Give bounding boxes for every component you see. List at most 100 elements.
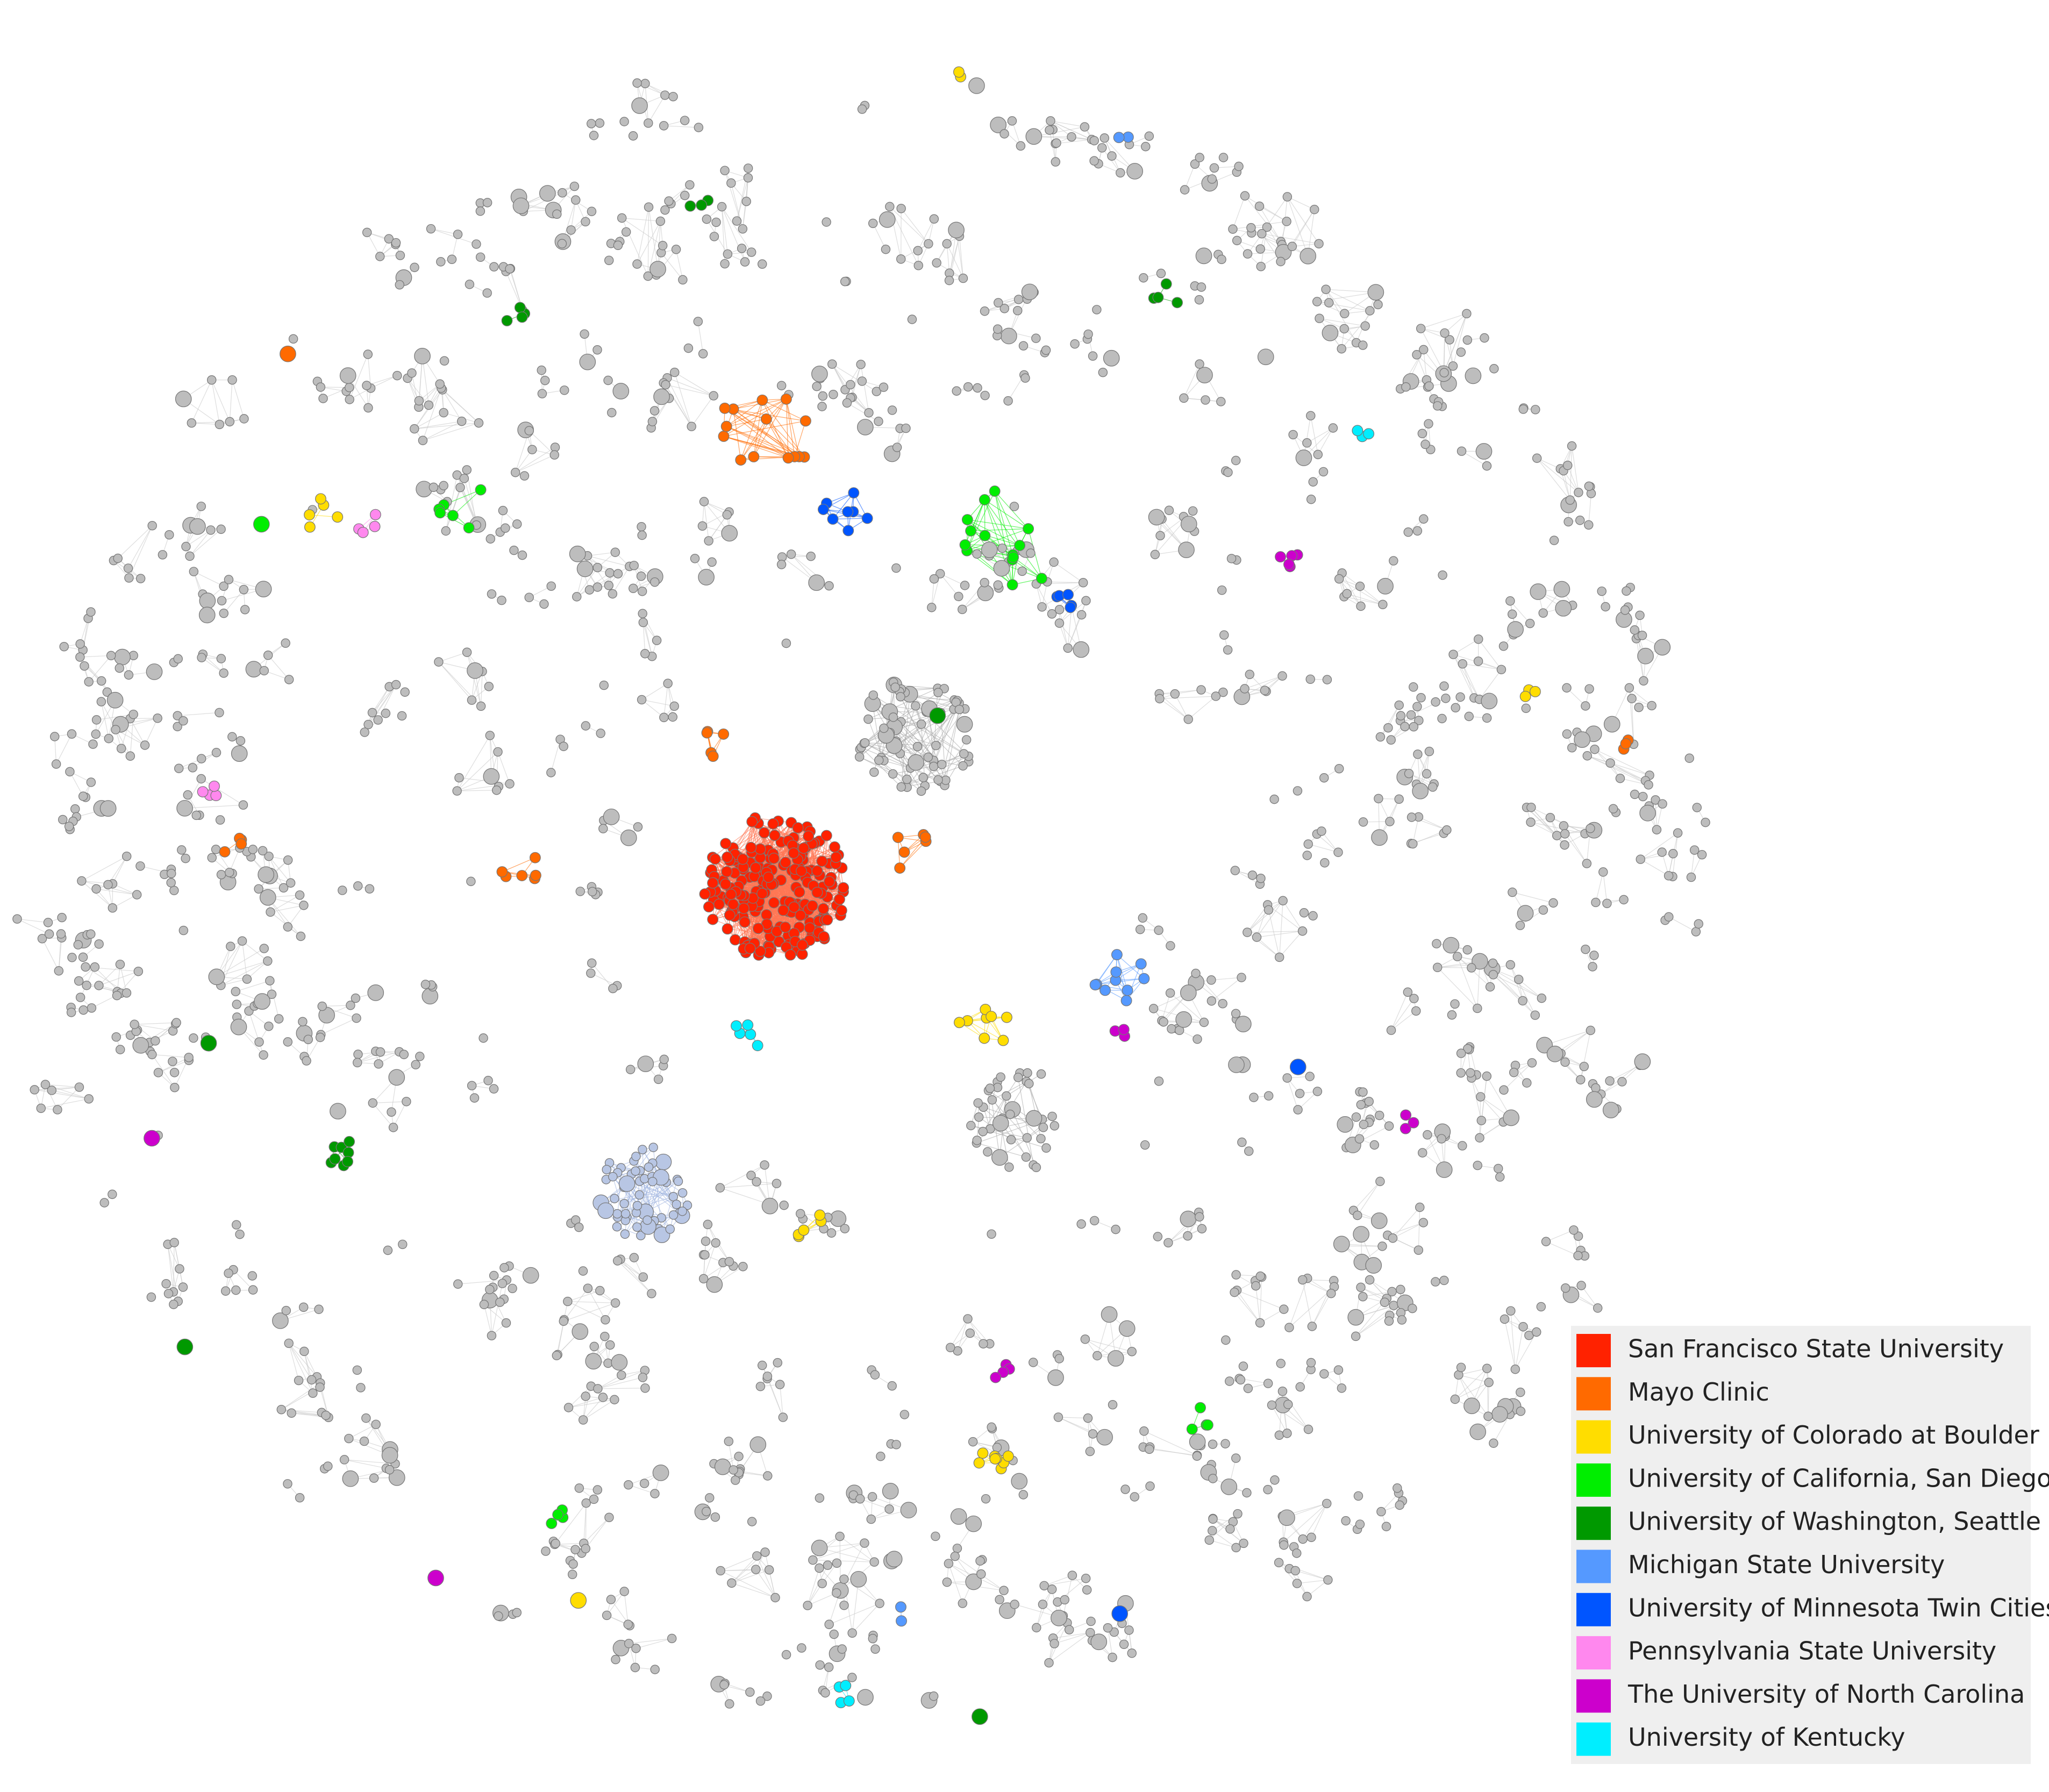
edge (1423, 349, 1427, 380)
node (574, 1483, 584, 1493)
node (176, 799, 193, 817)
edge (720, 1187, 771, 1205)
node (581, 1544, 591, 1554)
edge (663, 125, 699, 128)
node (1013, 305, 1023, 316)
edge (721, 206, 728, 254)
edge (223, 589, 244, 614)
edge (637, 1170, 641, 1206)
node (993, 560, 1010, 577)
node (1686, 872, 1696, 882)
node (1475, 443, 1493, 460)
node (840, 276, 850, 287)
node (707, 557, 717, 567)
edge (994, 491, 1020, 546)
node (414, 347, 431, 365)
node (1364, 1096, 1374, 1106)
node (88, 739, 98, 749)
node (486, 534, 495, 544)
node (317, 1001, 327, 1011)
node (1530, 583, 1547, 600)
node (1485, 982, 1495, 992)
node (316, 382, 326, 392)
node (483, 1076, 493, 1086)
edge (1283, 1503, 1327, 1543)
node (1240, 191, 1250, 201)
node (140, 740, 150, 750)
node (1322, 1498, 1332, 1509)
node (1080, 122, 1090, 132)
node (484, 682, 494, 691)
node (1231, 1543, 1241, 1553)
edge (189, 530, 211, 556)
node (601, 1315, 610, 1325)
node (993, 580, 1003, 590)
node (1007, 116, 1017, 126)
node (166, 877, 176, 888)
node (1282, 217, 1291, 226)
node (1439, 681, 1449, 691)
node (1297, 926, 1308, 936)
edge (288, 1343, 317, 1377)
node (835, 1531, 845, 1541)
node (338, 886, 347, 895)
node (716, 1566, 725, 1576)
node (216, 870, 226, 880)
edge (98, 971, 139, 986)
node (1537, 993, 1547, 1003)
edge (423, 423, 479, 441)
node (1180, 1210, 1197, 1227)
node (1377, 1241, 1387, 1251)
edge (661, 1179, 678, 1235)
node (1337, 1116, 1354, 1133)
node (1498, 641, 1509, 651)
node (1175, 1011, 1192, 1028)
node (1507, 609, 1517, 619)
node (811, 1539, 828, 1557)
node (1536, 1302, 1546, 1312)
edge (967, 1318, 984, 1344)
edge (184, 804, 244, 809)
node (710, 1512, 720, 1522)
node (74, 976, 84, 986)
edge (158, 1060, 189, 1073)
node (1247, 870, 1258, 880)
node (829, 389, 838, 399)
node (1237, 973, 1246, 982)
edge (1455, 1382, 1489, 1400)
node (1051, 1610, 1067, 1626)
node (891, 563, 901, 573)
edge (220, 960, 268, 986)
node (469, 1093, 480, 1103)
node (113, 553, 123, 563)
node (1196, 367, 1213, 384)
edge (173, 1243, 175, 1292)
node (1509, 1068, 1519, 1077)
node (839, 1601, 849, 1610)
edge (370, 375, 398, 389)
node (1617, 1077, 1627, 1087)
edge (1159, 698, 1189, 720)
edge (1159, 696, 1216, 699)
edge (1640, 832, 1678, 860)
node (660, 90, 670, 100)
node (1424, 746, 1434, 756)
node (811, 366, 828, 382)
edge (1245, 195, 1287, 222)
node (1233, 1509, 1243, 1519)
node (505, 264, 515, 274)
node (1303, 839, 1313, 849)
node (489, 262, 499, 272)
node (1619, 895, 1629, 905)
node (870, 1644, 880, 1654)
edge (724, 408, 789, 459)
node (99, 800, 117, 817)
node (963, 382, 973, 392)
node (559, 741, 568, 751)
node (1442, 825, 1452, 835)
edge (1458, 1374, 1489, 1383)
node (1021, 283, 1038, 301)
node (781, 1650, 791, 1660)
node (346, 1001, 355, 1010)
node (1484, 1377, 1494, 1387)
